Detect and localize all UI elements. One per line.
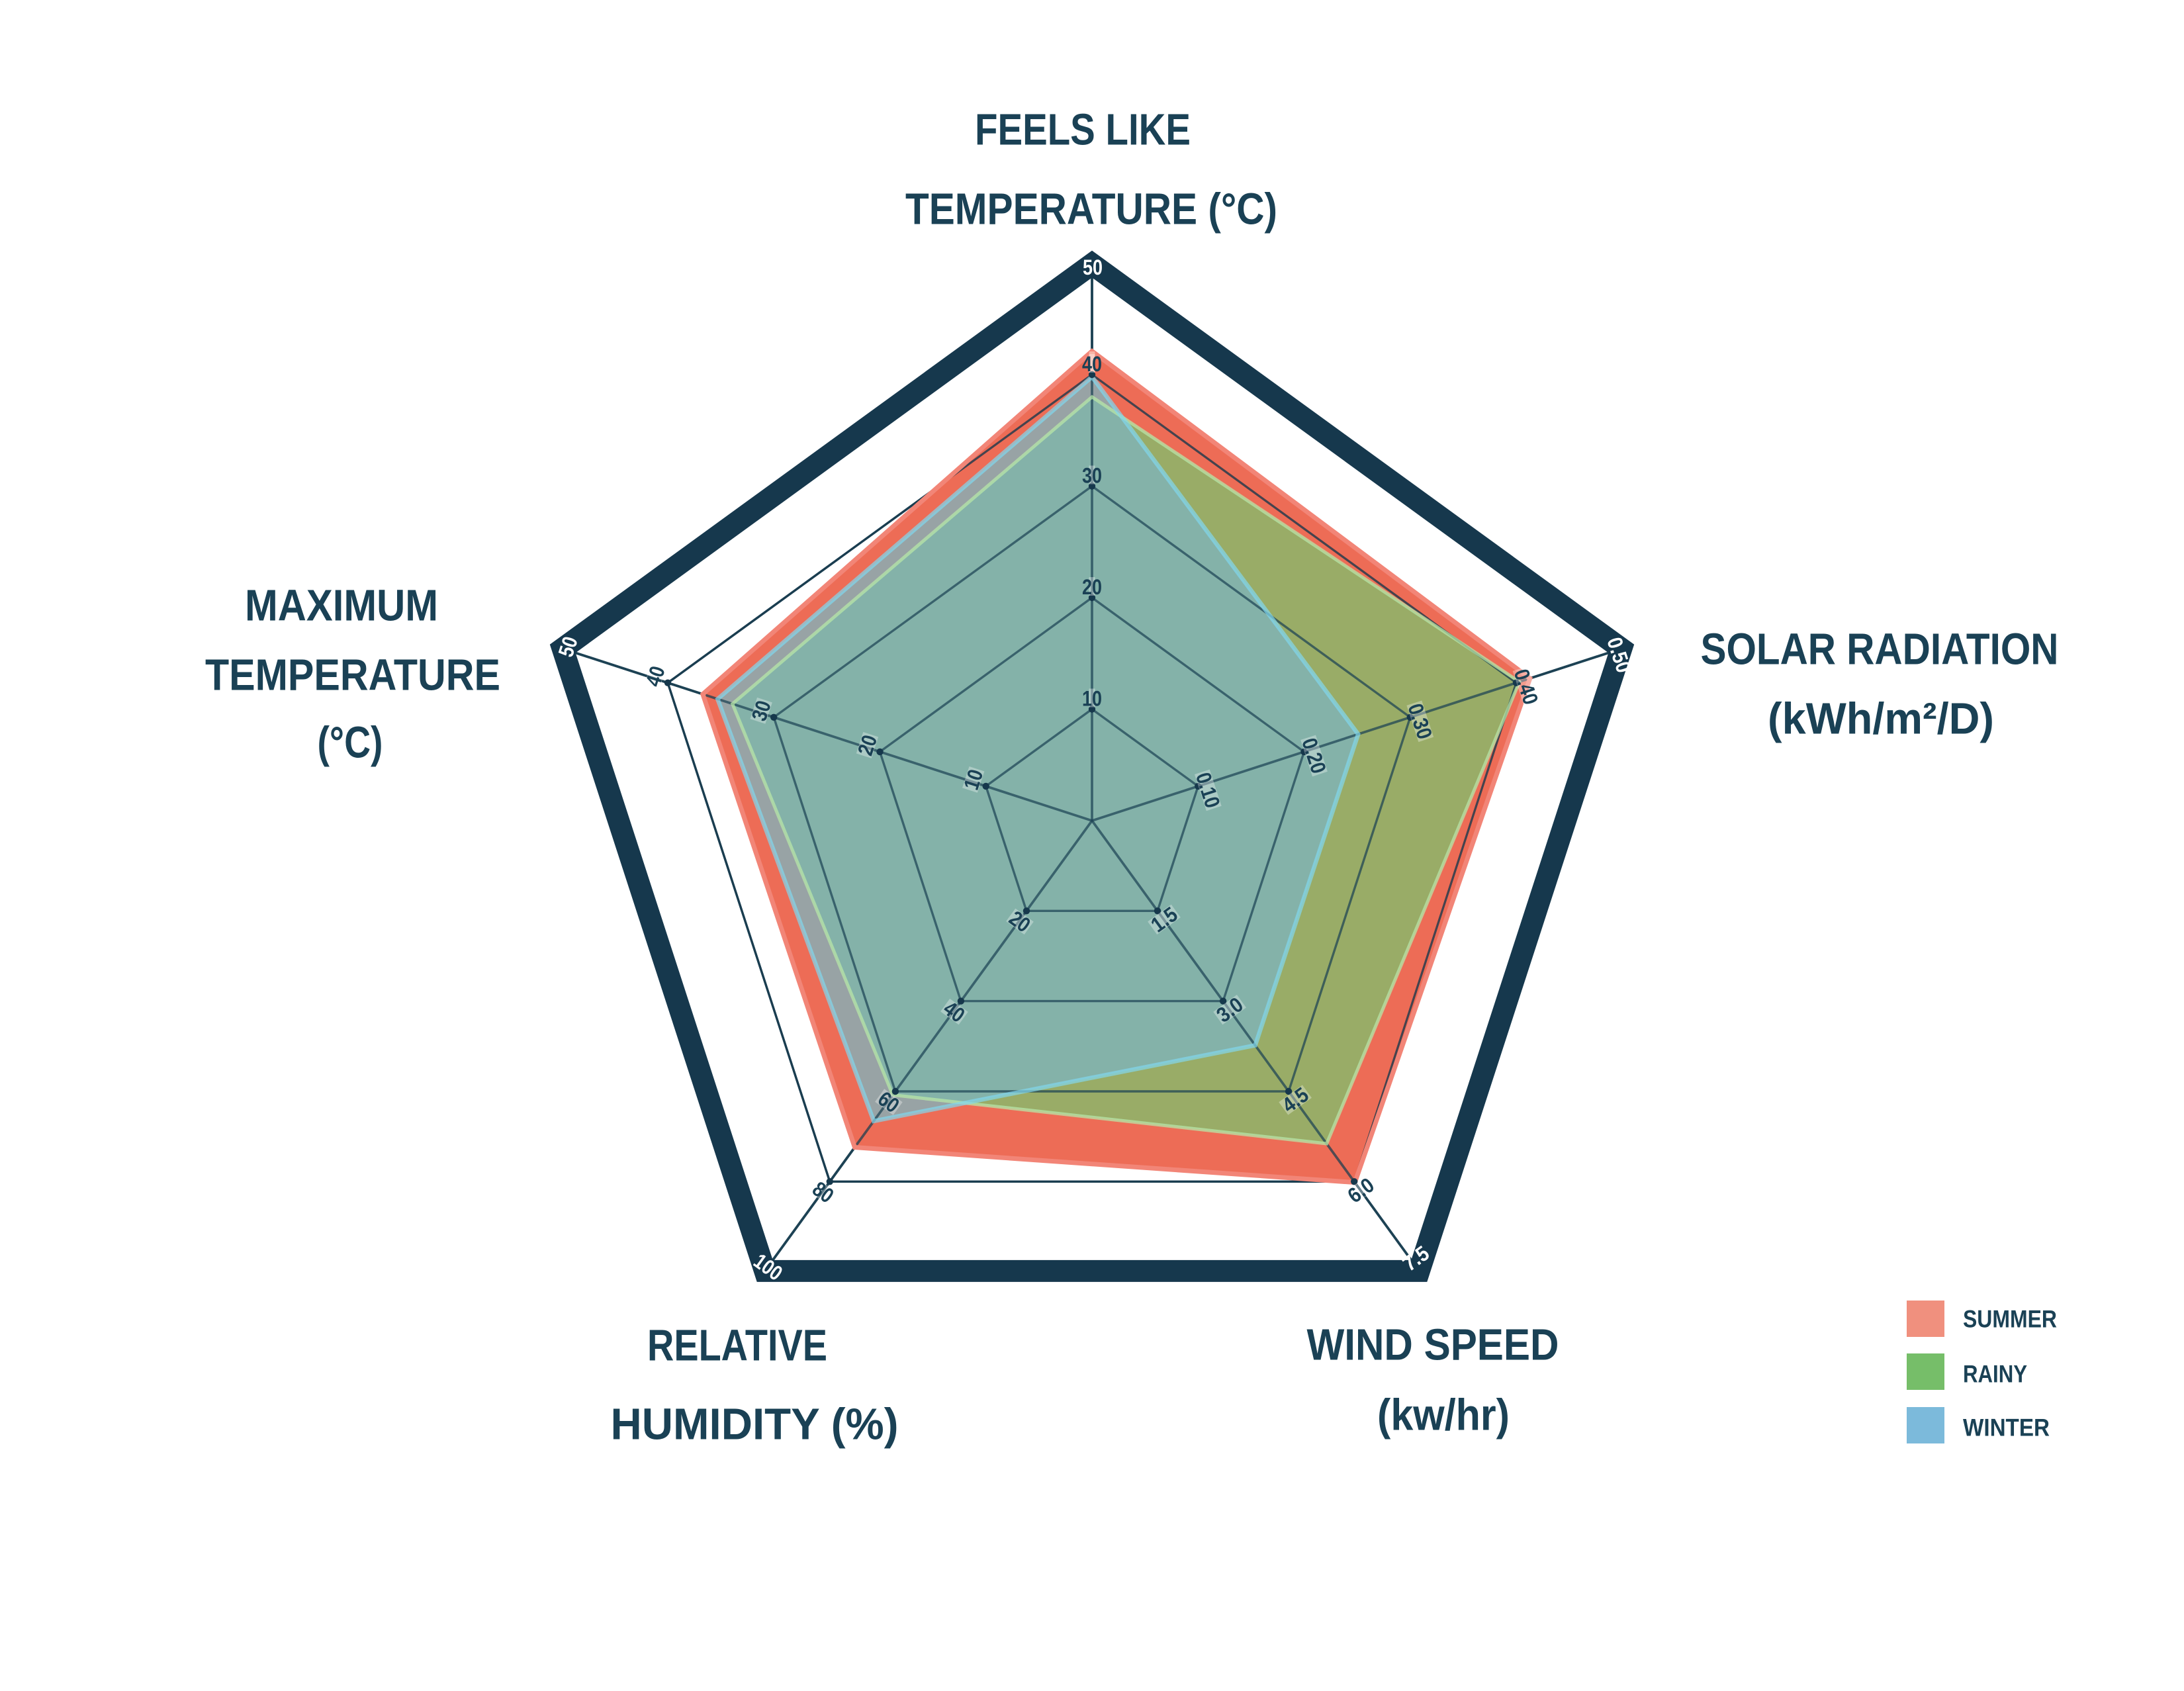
svg-text:50: 50 bbox=[1083, 255, 1103, 279]
svg-text:FEELS LIKE: FEELS LIKE bbox=[975, 105, 1191, 155]
svg-text:10: 10 bbox=[1082, 687, 1102, 711]
svg-text:HUMIDITY (%): HUMIDITY (%) bbox=[611, 1400, 899, 1449]
svg-text:RAINY: RAINY bbox=[1963, 1361, 2027, 1388]
svg-text:(kWh/m²/D): (kWh/m²/D) bbox=[1768, 694, 1994, 744]
svg-text:TEMPERATURE (°C): TEMPERATURE (°C) bbox=[905, 185, 1277, 234]
svg-text:SOLAR RADIATION: SOLAR RADIATION bbox=[1701, 625, 2059, 674]
svg-text:(kw/hr): (kw/hr) bbox=[1377, 1391, 1510, 1440]
svg-text:WIND SPEED: WIND SPEED bbox=[1307, 1320, 1559, 1370]
svg-text:20: 20 bbox=[1082, 575, 1102, 599]
svg-text:MAXIMUM: MAXIMUM bbox=[245, 581, 438, 631]
svg-text:TEMPERATURE: TEMPERATURE bbox=[205, 651, 500, 700]
svg-text:SUMMER: SUMMER bbox=[1963, 1306, 2057, 1333]
svg-text:WINTER: WINTER bbox=[1963, 1414, 2050, 1441]
svg-text:RELATIVE: RELATIVE bbox=[647, 1321, 827, 1371]
svg-text:40: 40 bbox=[1082, 352, 1102, 376]
svg-text:30: 30 bbox=[1082, 464, 1102, 488]
svg-text:(°C): (°C) bbox=[318, 718, 383, 768]
